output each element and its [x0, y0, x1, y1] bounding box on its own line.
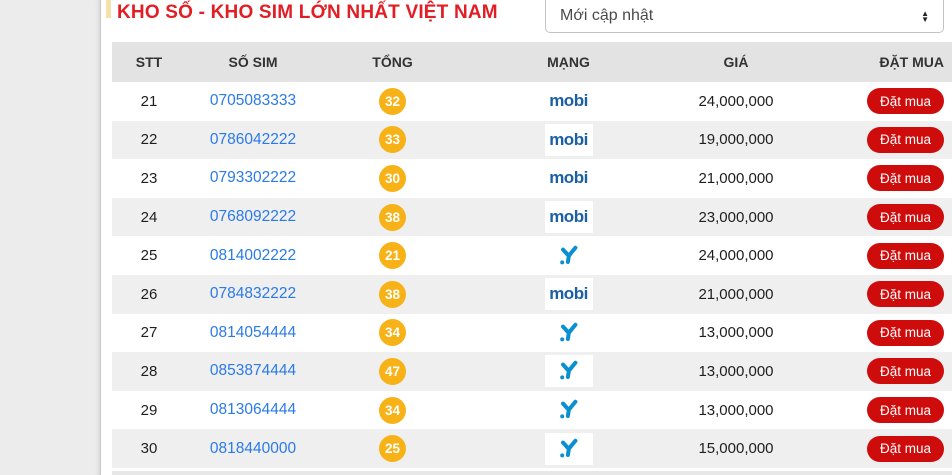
sim-number-link[interactable]: 0786042222 — [209, 130, 297, 148]
sim-number-link[interactable]: 0784832222 — [209, 285, 297, 303]
network-logo-box — [544, 432, 593, 465]
sim-number-link[interactable]: 0793302222 — [209, 169, 297, 187]
row-stt: 23 — [140, 169, 158, 187]
total-badge: 38 — [379, 280, 406, 308]
network-logo-box — [544, 355, 593, 388]
table-row: 24 0768092222 38 mobi 23,000,000 Đặt mua — [112, 197, 952, 237]
header-network: MẠNG — [547, 54, 590, 70]
sim-number-link[interactable]: 0814002222 — [209, 246, 297, 264]
sort-select-value: Mới cập nhật — [560, 7, 654, 24]
price-value: 21,000,000 — [698, 285, 774, 303]
vinaphone-logo-icon — [558, 322, 580, 344]
total-badge: 21 — [379, 242, 406, 270]
price-value: 13,000,000 — [698, 362, 774, 380]
network-logo-box: mobi — [544, 162, 593, 195]
mobifone-logo: mobi — [549, 91, 588, 111]
table-header-row: STT SỐ SIM TỔNG MẠNG GIÁ ĐẶT MUA — [112, 42, 952, 82]
row-stt: 30 — [140, 440, 158, 458]
row-stt: 25 — [140, 247, 158, 265]
row-stt: 29 — [140, 401, 158, 419]
network-logo-box: mobi — [544, 201, 593, 234]
table-row: 25 0814002222 21 24,000,000 Đặt mua — [112, 236, 952, 275]
row-stt: 28 — [140, 362, 158, 380]
page-title: KHO SỐ - KHO SIM LỚN NHẤT VIỆT NAM — [117, 2, 498, 23]
row-stt: 26 — [140, 285, 158, 303]
total-badge: 34 — [379, 396, 406, 424]
table-row: 30 0818440000 25 15,000,000 Đặt mua — [112, 429, 952, 468]
mobifone-logo: mobi — [549, 207, 588, 227]
total-badge: 30 — [379, 164, 406, 192]
price-value: 13,000,000 — [698, 401, 774, 419]
table-row: 22 0786042222 33 mobi 19,000,000 Đặt mua — [112, 120, 952, 160]
vinaphone-logo-icon — [558, 438, 580, 460]
header-sim: SỐ SIM — [228, 54, 278, 70]
price-value: 13,000,000 — [698, 324, 774, 342]
price-value: 23,000,000 — [698, 208, 774, 226]
header-buy: ĐẶT MUA — [879, 54, 944, 70]
table-row: 21 0705083333 32 mobi 24,000,000 Đặt mua — [112, 82, 952, 121]
network-logo-box — [544, 316, 593, 349]
table-body: 21 0705083333 32 mobi 24,000,000 Đặt mua… — [112, 82, 952, 468]
sort-select[interactable]: Mới cập nhật ▲ ▼ — [545, 0, 944, 33]
buy-button[interactable]: Đặt mua — [866, 319, 944, 346]
buy-button[interactable]: Đặt mua — [866, 204, 944, 231]
vinaphone-logo-icon — [558, 399, 580, 421]
mobifone-logo: mobi — [549, 168, 588, 188]
row-stt: 21 — [140, 92, 158, 110]
buy-button[interactable]: Đặt mua — [866, 397, 944, 424]
header-total: TỔNG — [372, 54, 413, 70]
buy-button[interactable]: Đặt mua — [866, 88, 944, 115]
total-badge: 47 — [379, 357, 406, 385]
mobifone-logo: mobi — [549, 284, 588, 304]
table-row: 26 0784832222 38 mobi 21,000,000 Đặt mua — [112, 274, 952, 314]
left-sidebar-panel — [0, 0, 101, 475]
footer-strip — [112, 471, 952, 475]
network-logo-box: mobi — [544, 85, 593, 118]
price-value: 24,000,000 — [698, 92, 774, 110]
network-logo-box: mobi — [544, 278, 593, 311]
total-badge: 33 — [379, 126, 406, 154]
sim-number-link[interactable]: 0705083333 — [209, 92, 297, 110]
row-stt: 22 — [140, 131, 158, 149]
network-logo-box: mobi — [544, 123, 593, 156]
select-up-down-arrows-icon: ▲ ▼ — [921, 9, 929, 24]
price-value: 15,000,000 — [698, 440, 774, 458]
buy-button[interactable]: Đặt mua — [866, 165, 944, 192]
total-badge: 38 — [379, 203, 406, 231]
buy-button[interactable]: Đặt mua — [866, 358, 944, 385]
price-value: 19,000,000 — [698, 131, 774, 149]
header-price: GIÁ — [723, 54, 749, 70]
sim-number-link[interactable]: 0813064444 — [209, 401, 297, 419]
buy-button[interactable]: Đặt mua — [866, 281, 944, 308]
row-stt: 24 — [140, 208, 158, 226]
network-logo-box — [544, 394, 593, 427]
sim-number-link[interactable]: 0818440000 — [209, 439, 297, 457]
table-row: 23 0793302222 30 mobi 21,000,000 Đặt mua — [112, 159, 952, 198]
vinaphone-logo-icon — [558, 245, 580, 267]
sim-table: STT SỐ SIM TỔNG MẠNG GIÁ ĐẶT MUA 21 0705… — [112, 42, 952, 468]
decorative-yellow-mark — [106, 0, 111, 18]
mobifone-logo: mobi — [549, 129, 588, 149]
network-logo-box — [544, 239, 593, 272]
total-badge: 32 — [379, 87, 406, 115]
buy-button[interactable]: Đặt mua — [866, 242, 944, 269]
header-stt: STT — [135, 54, 163, 70]
total-badge: 25 — [379, 435, 406, 463]
vinaphone-logo-icon — [558, 360, 580, 382]
price-value: 21,000,000 — [698, 169, 774, 187]
table-row: 29 0813064444 34 13,000,000 Đặt mua — [112, 390, 952, 430]
sim-number-link[interactable]: 0768092222 — [209, 208, 297, 226]
sim-number-link[interactable]: 0853874444 — [209, 362, 297, 380]
sim-number-link[interactable]: 0814054444 — [209, 323, 297, 341]
total-badge: 34 — [379, 319, 406, 347]
buy-button[interactable]: Đặt mua — [866, 435, 944, 462]
buy-button[interactable]: Đặt mua — [866, 126, 944, 153]
table-row: 27 0814054444 34 13,000,000 Đặt mua — [112, 313, 952, 353]
price-value: 24,000,000 — [698, 247, 774, 265]
row-stt: 27 — [140, 324, 158, 342]
table-row: 28 0853874444 47 13,000,000 Đặt mua — [112, 352, 952, 391]
